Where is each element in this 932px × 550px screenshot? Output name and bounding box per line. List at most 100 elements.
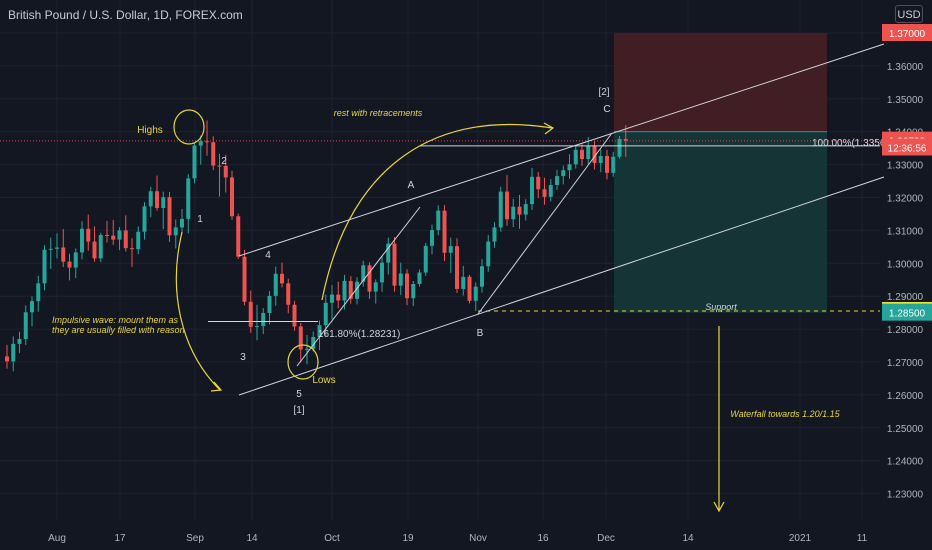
wave-label-br2br: [2] (598, 87, 609, 98)
candle-body (48, 248, 53, 250)
candle-body (611, 156, 616, 173)
candle-body (148, 191, 153, 207)
candle-body (23, 312, 28, 339)
candle-body (336, 294, 341, 301)
wave-label-A: A (408, 180, 415, 191)
candle-body (480, 266, 484, 287)
candle-body (367, 265, 372, 292)
price-label-box (882, 138, 932, 156)
candle-body (392, 243, 397, 286)
candle-body (536, 176, 541, 190)
up-arrowhead (543, 122, 555, 135)
impulsive-note-1: Impulsive wave: mount them as (52, 315, 179, 325)
wave-label-5: 5 (296, 389, 302, 400)
candle-body (461, 276, 466, 289)
y-tick-label: 1.29000 (887, 292, 924, 303)
y-tick-label: 1.31000 (887, 226, 924, 237)
candle-body (186, 178, 191, 219)
up-arrow-curve (321, 124, 553, 301)
candle-body (555, 176, 559, 185)
candle-body (517, 206, 522, 215)
x-tick-label: 2021 (789, 533, 812, 544)
x-tick-label: Oct (324, 533, 340, 544)
candle-body (17, 338, 22, 344)
candle-body (292, 304, 297, 327)
fib-100-label: 100.00%(1.33565) (812, 138, 894, 149)
candle-body (311, 336, 316, 349)
candle-body (30, 301, 34, 313)
wave-label-2: 2 (221, 156, 227, 167)
candle-body (623, 138, 628, 141)
candle-body (98, 235, 103, 259)
x-tick-label: Sep (186, 533, 204, 544)
wave-label-1: 1 (197, 214, 203, 225)
x-tick-label: 14 (682, 533, 694, 544)
candle-body (348, 281, 353, 299)
candle-body (198, 141, 203, 146)
waterfall-label: Waterfall towards 1.20/1.15 (730, 409, 840, 419)
candle-body (448, 246, 453, 253)
price-axis[interactable]: 1.23000 1.24000 1.25000 1.26000 1.27000 1.280… (882, 24, 932, 501)
x-tick-label: 11 (857, 533, 868, 544)
candle-body (161, 197, 166, 209)
impulsive-note-2: they are usually filled with reason (52, 325, 185, 335)
candle-body (261, 312, 266, 327)
candle-body (5, 356, 9, 362)
candle-body (386, 243, 391, 263)
candle-body (361, 265, 366, 282)
rest-note: rest with retracements (334, 108, 423, 118)
candle-body (236, 216, 241, 257)
wave-label-3: 3 (240, 352, 246, 363)
price-label-text: 12:36:56 (888, 143, 927, 154)
candle-body (36, 283, 41, 302)
candle-body (130, 248, 134, 250)
lows-label: Lows (312, 375, 335, 386)
candle-body (398, 273, 403, 286)
x-tick-label: 19 (402, 533, 414, 544)
candle-body (467, 276, 472, 301)
candle-body (342, 281, 347, 301)
candle-body (573, 149, 578, 165)
candle-body (280, 273, 284, 284)
currency-button[interactable]: USD (895, 5, 923, 23)
candle-body (598, 156, 603, 163)
candle-body (442, 210, 447, 253)
candle-body (80, 228, 84, 253)
candle-body (605, 156, 609, 173)
candle-body (86, 228, 91, 242)
candle-body (423, 245, 428, 273)
y-tick-label: 1.26000 (887, 391, 924, 402)
candle-body (586, 145, 591, 160)
x-tick-label: 17 (114, 533, 126, 544)
fib-1618-label: 161.80%(1.28231) (318, 329, 400, 340)
candle-body (273, 273, 278, 296)
candle-body (105, 235, 109, 237)
candle-body (317, 325, 322, 337)
candle-body (298, 326, 303, 350)
candle-body (542, 189, 547, 197)
candle-body (248, 301, 253, 327)
target-zone (614, 131, 827, 313)
chart-title: British Pound / U.S. Dollar, 1D, FOREX.c… (8, 8, 243, 22)
y-tick-label: 1.30000 (887, 259, 924, 270)
candle-body (117, 230, 122, 240)
candle-body (267, 295, 272, 313)
candle-body (230, 177, 234, 217)
candlestick-series (5, 120, 628, 372)
candle-body (617, 138, 622, 157)
candle-body (111, 235, 116, 240)
candle-body (255, 326, 259, 328)
y-tick-label: 1.33000 (887, 161, 924, 172)
candle-body (142, 206, 147, 232)
x-tick-label: 16 (537, 533, 549, 544)
candle-body (355, 281, 359, 299)
candle-body (173, 227, 178, 236)
price-label-text: 1.28500 (889, 309, 926, 320)
candle-body (511, 206, 516, 220)
y-tick-label: 1.25000 (887, 424, 924, 435)
candle-body (455, 246, 459, 289)
wave-label-4: 4 (265, 250, 271, 261)
wave-label-B: B (477, 328, 484, 339)
time-axis[interactable]: Aug 17 Sep 14 Oct 19 Nov 16 Dec 14 2021 11 (48, 533, 868, 544)
